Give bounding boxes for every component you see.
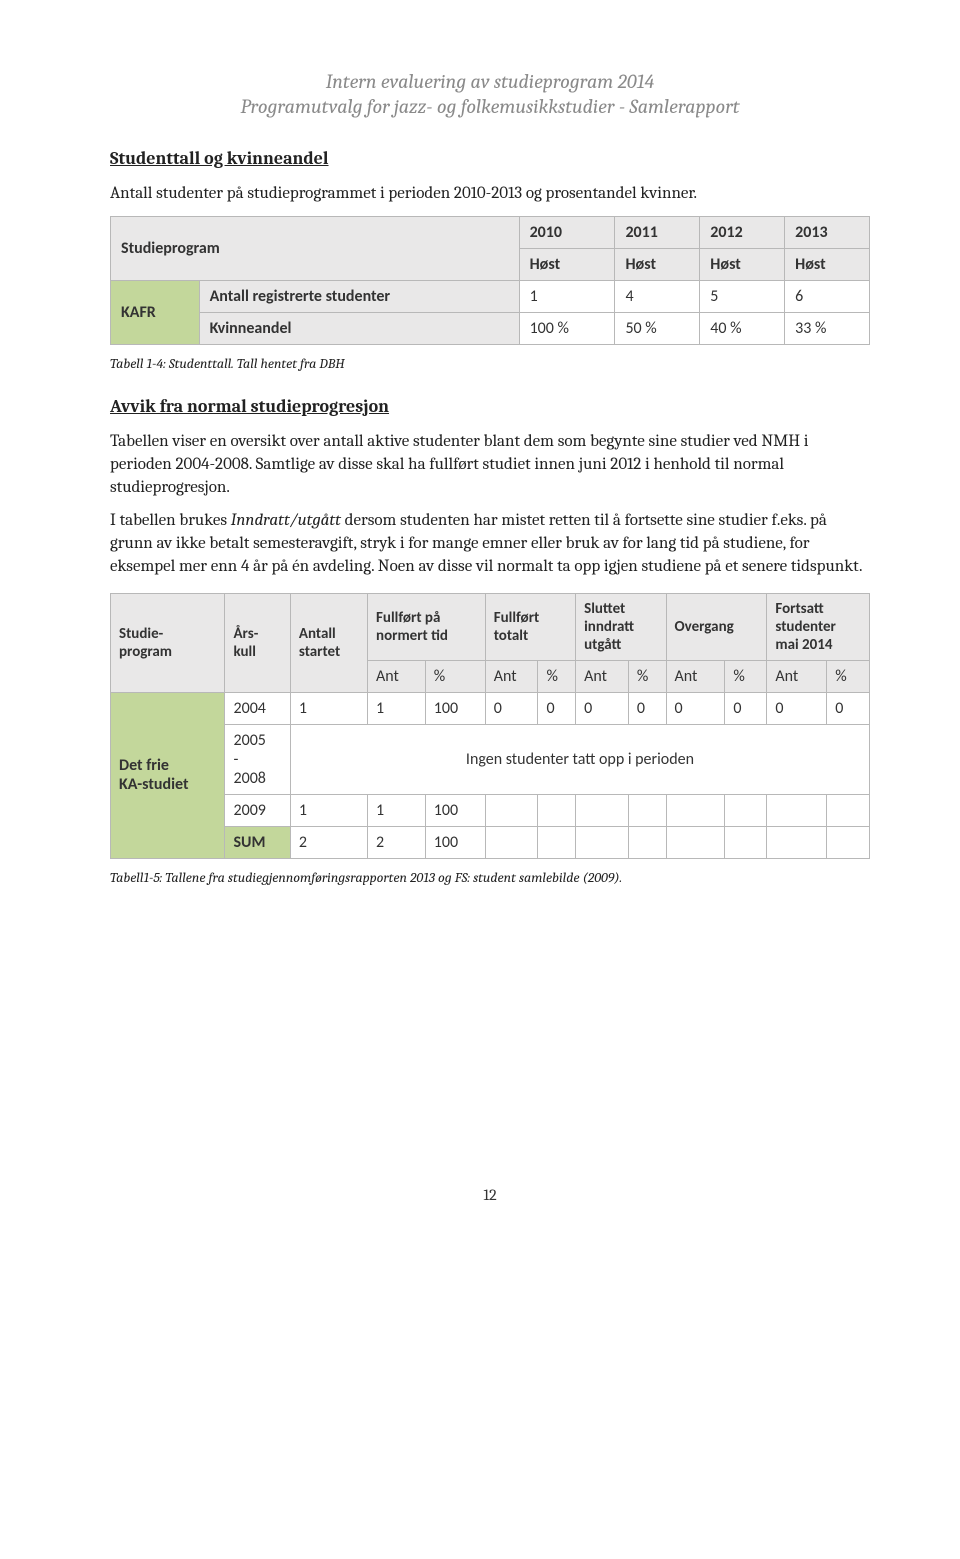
t1-women-0: 100 % [519,312,615,344]
t1-year-2: 2012 [700,216,785,248]
t2-sub-pct-4: % [725,660,767,692]
t2-r3-c5 [628,826,666,858]
t2-r3-c4 [576,826,629,858]
t2-r3-started: 2 [290,826,367,858]
t2-r0-c4: 0 [576,692,629,724]
t1-term-0: Høst [519,248,615,280]
t2-h-transfer: Overgang [666,593,767,660]
t2-r3-c6 [666,826,725,858]
t2-sub-pct-5: % [827,660,870,692]
t2-r1-merged: Ingen studenter tatt opp i perioden [290,724,869,794]
section-studenttall-heading: Studenttall og kvinneandel [110,148,870,169]
t2-r2-c0: 1 [368,794,426,826]
t2-sub-ant-1: Ant [368,660,426,692]
t2-sub-ant-2: Ant [485,660,538,692]
t2-sub-pct-1: % [425,660,485,692]
t2-program-label: Det frie KA-studiet [111,692,225,858]
t1-reg-1: 4 [615,280,700,312]
t1-registered-label: Antall registrerte studenter [199,280,519,312]
t2-r2-c3 [538,794,576,826]
t2-r3-year: SUM [225,826,290,858]
t2-h-compnorm: Fullført på normert tid [368,593,486,660]
t2-r3-c3 [538,826,576,858]
t1-term-2: Høst [700,248,785,280]
t2-r0-c7: 0 [725,692,767,724]
t2-r2-year: 2009 [225,794,290,826]
t2-h-program: Studie- program [111,593,225,692]
t1-women-2: 40 % [700,312,785,344]
t2-r3-c9 [827,826,870,858]
header-subtitle: Programutvalg for jazz- og folkemusikkst… [110,95,870,118]
t2-r0-c0: 1 [368,692,426,724]
t2-sub-pct-3: % [628,660,666,692]
t2-h-comptotal: Fullført totalt [485,593,575,660]
t1-term-3: Høst [785,248,870,280]
t2-r2-c2 [485,794,538,826]
table1-caption: Tabell 1-4: Studenttall. Tall hentet fra… [110,355,870,372]
table-progresjon: Studie- program Års- kull Antall startet… [110,593,870,859]
section2-para2-italic: Inndratt/utgått [231,511,341,530]
t2-sub-pct-2: % [538,660,576,692]
t2-h-cohort: Års- kull [225,593,290,692]
t1-reg-0: 1 [519,280,615,312]
header-title: Intern evaluering av studieprogram 2014 [110,70,870,93]
t2-h-continuing: Fortsatt studenter mai 2014 [767,593,870,660]
t1-year-3: 2013 [785,216,870,248]
t1-col-program: Studieprogram [111,216,520,280]
t2-r0-c2: 0 [485,692,538,724]
section2-para2-pre: I tabellen brukes [110,511,231,530]
table2-caption: Tabell1-5: Tallene fra studiegjennomføri… [110,869,870,886]
page-number: 12 [110,1186,870,1204]
section-avvik-heading: Avvik fra normal studieprogresjon [110,396,870,417]
t2-r0-c1: 100 [425,692,485,724]
t2-r2-c4 [576,794,629,826]
table-studenttall: Studieprogram 2010 2011 2012 2013 Høst H… [110,216,870,345]
t2-r1-year: 2005 - 2008 [225,724,290,794]
t1-reg-3: 6 [785,280,870,312]
t2-r0-c8: 0 [767,692,827,724]
t1-reg-2: 5 [700,280,785,312]
t2-h-started: Antall startet [290,593,367,692]
t2-r2-c1: 100 [425,794,485,826]
t2-r3-c0: 2 [368,826,426,858]
t2-h-quit: Sluttet inndratt utgått [576,593,666,660]
t2-r3-c8 [767,826,827,858]
section1-intro: Antall studenter på studieprogrammet i p… [110,183,870,206]
t2-r0-c5: 0 [628,692,666,724]
t1-year-1: 2011 [615,216,700,248]
t2-r2-c5 [628,794,666,826]
t2-r0-c3: 0 [538,692,576,724]
t2-r0-c6: 0 [666,692,725,724]
t2-r3-c7 [725,826,767,858]
t1-term-1: Høst [615,248,700,280]
t2-sub-ant-5: Ant [767,660,827,692]
t1-women-1: 50 % [615,312,700,344]
t2-r2-c6 [666,794,725,826]
t2-r2-c9 [827,794,870,826]
section2-para2: I tabellen brukes Inndratt/utgått dersom… [110,510,870,579]
t2-r0-year: 2004 [225,692,290,724]
t2-sub-ant-3: Ant [576,660,629,692]
t2-r0-c9: 0 [827,692,870,724]
t2-sub-ant-4: Ant [666,660,725,692]
t1-women-3: 33 % [785,312,870,344]
page-header: Intern evaluering av studieprogram 2014 … [110,70,870,118]
section2-para1: Tabellen viser en oversikt over antall a… [110,431,870,500]
t1-year-0: 2010 [519,216,615,248]
t2-r3-c2 [485,826,538,858]
t1-women-label: Kvinneandel [199,312,519,344]
t2-r2-started: 1 [290,794,367,826]
t2-r3-c1: 100 [425,826,485,858]
t2-r0-started: 1 [290,692,367,724]
t1-program-code: KAFR [111,280,200,344]
t2-r2-c8 [767,794,827,826]
t2-r2-c7 [725,794,767,826]
